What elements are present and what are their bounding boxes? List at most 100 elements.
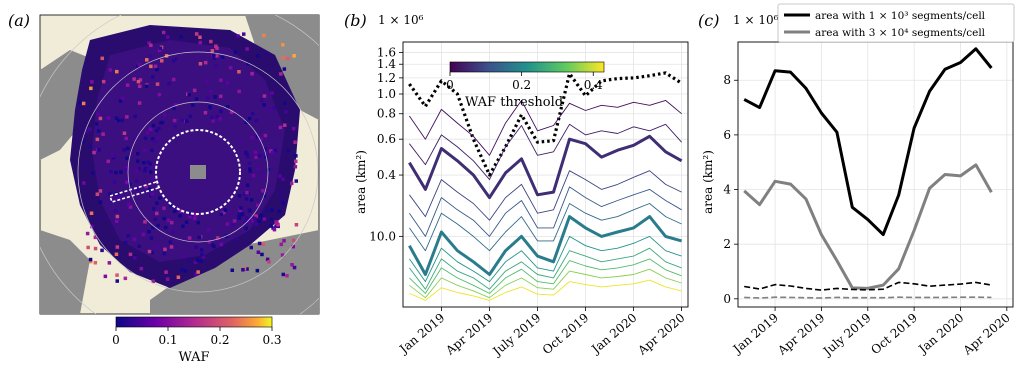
waf-cell (91, 171, 95, 175)
panel-b-multiplier: 1 × 10⁶ (378, 13, 424, 27)
waf-cell (161, 30, 166, 35)
waf-cell (191, 103, 195, 107)
waf-cell (165, 277, 170, 281)
waf-cell (262, 194, 266, 198)
waf-cell (114, 252, 119, 256)
waf-cell (173, 103, 178, 107)
x-tick-label: Jan 2020 (914, 311, 966, 358)
waf-cell (197, 235, 202, 239)
waf-cell (205, 78, 209, 83)
waf-cell (132, 237, 137, 241)
waf-cell (124, 136, 128, 141)
waf-cell (219, 212, 223, 216)
waf-cell (151, 75, 155, 79)
panel-label-b: (b) (344, 11, 367, 30)
series-line (744, 296, 992, 299)
waf-cell (81, 139, 86, 144)
waf-cell (169, 204, 173, 208)
waf-cell (286, 56, 290, 61)
waf-cell (261, 242, 265, 246)
panel-c-multiplier: 1 × 10⁶ (733, 13, 779, 27)
waf-cell (100, 56, 104, 61)
waf-cell (123, 240, 128, 245)
waf-cell (282, 67, 287, 71)
waf-cell (90, 80, 94, 84)
waf-cell (254, 222, 258, 226)
waf-cell (281, 56, 285, 60)
waf-cell (188, 214, 192, 219)
waf-cell (251, 111, 255, 116)
waf-cell (198, 35, 202, 39)
waf-cell (280, 199, 284, 204)
waf-cell (267, 107, 271, 111)
waf-cell (219, 78, 223, 82)
waf-cell (162, 251, 166, 256)
waf-cell (119, 170, 123, 174)
waf-cell (126, 234, 130, 238)
waf-cell (211, 119, 215, 123)
waf-cell (259, 137, 263, 141)
waf-cell (249, 245, 253, 250)
waf-cell (264, 154, 268, 159)
waf-cell (237, 194, 242, 198)
waf-cell (290, 263, 294, 267)
x-tick-label: Jan 2020 (588, 311, 640, 358)
waf-cell (95, 192, 100, 196)
waf-cell (93, 261, 98, 265)
waf-cell (166, 35, 170, 39)
waf-cell (249, 218, 254, 223)
pole-hole-boundary (155, 129, 241, 215)
waf-cell (151, 123, 156, 128)
waf-cell (153, 64, 158, 69)
waf-cell (219, 109, 223, 113)
waf-cell (262, 33, 266, 38)
waf-cell (160, 59, 164, 63)
waf-cell (143, 148, 147, 153)
waf-cell (135, 187, 139, 192)
waf-colorbar-tick-label: 0.1 (158, 333, 177, 347)
waf-cell (187, 259, 192, 263)
waf-cell (134, 168, 139, 173)
waf-cell (206, 96, 210, 100)
waf-cell (149, 236, 154, 240)
waf-cell (180, 119, 185, 123)
boundary-line (108, 181, 159, 203)
waf-cell (107, 261, 112, 265)
waf-cell (261, 153, 265, 157)
waf-cell (278, 190, 283, 195)
axes-frame (737, 41, 1014, 308)
waf-cell (230, 268, 234, 272)
waf-cell (82, 181, 86, 185)
waf-cell (241, 186, 246, 190)
waf-cell (111, 154, 115, 158)
waf-cell (283, 123, 287, 127)
legend-entry-3e4: area with 3 × 10⁴ segments/cell (815, 27, 986, 39)
waf-cell (125, 165, 129, 170)
waf-cell (254, 214, 258, 218)
waf-cell (115, 219, 119, 224)
waf-cell (194, 97, 199, 101)
waf-cell (203, 60, 208, 65)
waf-cell (85, 129, 89, 134)
waf-cell (173, 125, 177, 129)
waf-cell (241, 268, 245, 272)
waf-cell (170, 220, 174, 225)
waf-cell (155, 201, 159, 205)
waf-cell (269, 224, 273, 228)
waf-cell (215, 236, 220, 240)
waf-cell (282, 239, 286, 243)
waf-cell (236, 34, 240, 38)
waf-cell (163, 113, 167, 117)
waf-cell (196, 220, 200, 225)
waf-cell (213, 95, 217, 99)
waf-cell (179, 35, 183, 39)
waf-cell (194, 272, 198, 276)
waf-cell (108, 192, 112, 196)
axes-frame (402, 41, 689, 308)
waf-cell (125, 180, 129, 185)
waf-cell (125, 83, 130, 87)
waf-cell (259, 213, 263, 218)
waf-cell (151, 137, 155, 141)
legend-box (777, 3, 1015, 43)
